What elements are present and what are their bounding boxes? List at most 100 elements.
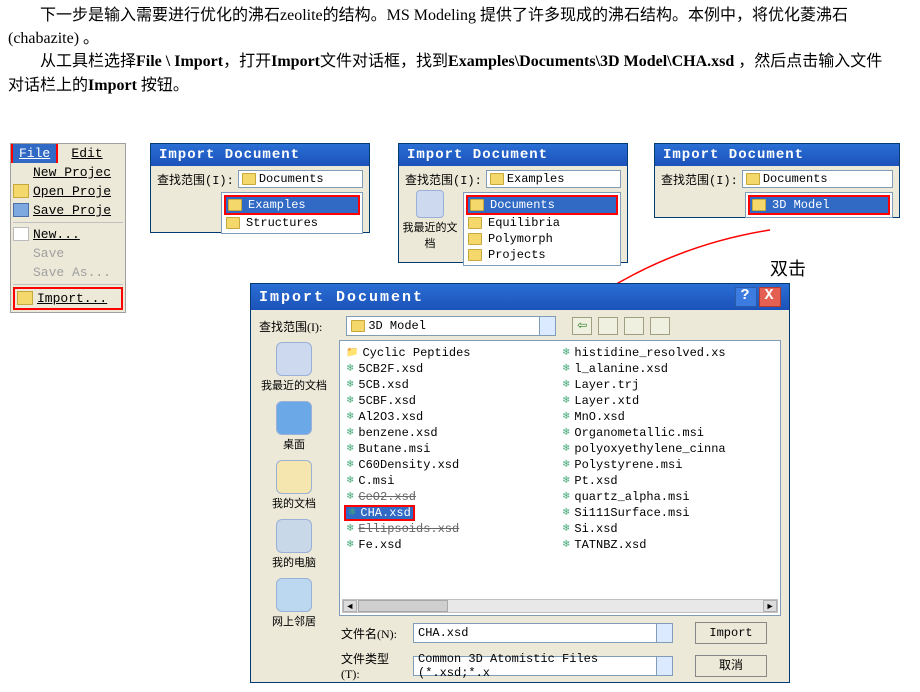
intro-paragraph-1: 下一步是输入需要进行优化的沸石zeolite的结构。MS Modeling 提供… xyxy=(0,0,920,50)
lookin-label: 查找范围(I): xyxy=(157,171,234,188)
filetype-select[interactable]: Common 3D Atomistic Files (*.xsd;*.x xyxy=(413,656,673,676)
file-item[interactable]: quartz_alpha.msi xyxy=(560,489,776,505)
file-item[interactable]: Layer.trj xyxy=(560,377,776,393)
file-item[interactable]: 5CBF.xsd xyxy=(344,393,560,409)
menu-item-save: Save xyxy=(11,244,125,263)
desktop-icon xyxy=(276,401,312,435)
folder-icon xyxy=(468,233,482,245)
file-item[interactable]: CeO2.xsd xyxy=(344,489,560,505)
lookin-combo[interactable]: Documents xyxy=(238,170,363,188)
menu-file[interactable]: File xyxy=(13,144,56,163)
file-list[interactable]: Cyclic Peptides5CB2F.xsd5CB.xsd5CBF.xsdA… xyxy=(339,340,781,616)
import-panel-3: Import Document 查找范围(I): Documents 3D Mo… xyxy=(654,143,900,218)
filetype-label: 文件类型(T): xyxy=(341,650,405,682)
folder-icon xyxy=(468,249,482,261)
file-item[interactable]: Butane.msi xyxy=(344,441,560,457)
close-button[interactable]: X xyxy=(759,287,781,307)
sidebar-mydocs[interactable]: 我的文档 xyxy=(253,460,335,511)
scroll-right-icon[interactable]: ► xyxy=(763,600,777,612)
folder-item[interactable]: Cyclic Peptides xyxy=(344,345,560,361)
sidebar-mycomputer[interactable]: 我的电脑 xyxy=(253,519,335,570)
file-item[interactable]: l_alanine.xsd xyxy=(560,361,776,377)
file-item[interactable]: Si.xsd xyxy=(560,521,776,537)
intro-paragraph-2: 从工具栏选择File \ Import，打开Import文件对话框，找到Exam… xyxy=(0,50,920,96)
list-item[interactable]: Projects xyxy=(466,247,618,263)
file-menu: File Edit New Projec Open Proje Save Pro… xyxy=(10,143,126,313)
file-item[interactable]: polyoxyethylene_cinna xyxy=(560,441,776,457)
list-item[interactable]: Equilibria xyxy=(466,215,618,231)
menu-item-import[interactable]: Import... xyxy=(13,287,123,310)
list-item[interactable]: Examples xyxy=(224,195,360,215)
menu-item-open-project[interactable]: Open Proje xyxy=(11,182,125,201)
lookin-combo[interactable]: 3D Model xyxy=(346,316,556,336)
chevron-down-icon[interactable] xyxy=(539,317,555,335)
menu-item-save-as: Save As... xyxy=(11,263,125,282)
file-icon xyxy=(346,536,356,554)
sidebar-recent[interactable]: 我最近的文档 xyxy=(253,342,335,393)
import-button[interactable]: Import xyxy=(695,622,767,644)
file-item[interactable]: Pt.xsd xyxy=(560,473,776,489)
chevron-down-icon[interactable] xyxy=(656,624,672,642)
folder-icon xyxy=(468,217,482,229)
save-icon xyxy=(13,203,29,217)
file-item[interactable]: Organometallic.msi xyxy=(560,425,776,441)
file-item[interactable]: 5CB.xsd xyxy=(344,377,560,393)
folder-icon xyxy=(752,199,766,211)
file-item[interactable]: 5CB2F.xsd xyxy=(344,361,560,377)
sidebar-desktop[interactable]: 桌面 xyxy=(253,401,335,452)
folder-icon xyxy=(226,217,240,229)
sidebar-network[interactable]: 网上邻居 xyxy=(253,578,335,629)
file-item[interactable]: Si111Surface.msi xyxy=(560,505,776,521)
sidebar-recent[interactable]: 我最近的文档 xyxy=(399,190,461,268)
folder-icon xyxy=(351,320,365,332)
up-icon[interactable] xyxy=(598,317,618,335)
folder-icon xyxy=(228,199,242,211)
folder-icon xyxy=(490,173,504,185)
lookin-label: 查找范围(I): xyxy=(405,171,482,188)
file-item[interactable]: Fe.xsd xyxy=(344,537,560,553)
help-button[interactable]: ? xyxy=(735,287,757,307)
dialog-title: Import Document xyxy=(259,289,424,306)
lookin-combo[interactable]: Documents xyxy=(742,170,893,188)
file-item[interactable]: TATNBZ.xsd xyxy=(560,537,776,553)
panel-title: Import Document xyxy=(151,144,369,166)
cancel-button[interactable]: 取消 xyxy=(695,655,767,677)
list-item[interactable]: Structures xyxy=(224,215,360,231)
folder-icon xyxy=(746,173,760,185)
file-item[interactable]: Al2O3.xsd xyxy=(344,409,560,425)
chevron-down-icon[interactable] xyxy=(656,657,672,675)
view-icon[interactable] xyxy=(650,317,670,335)
file-item[interactable]: benzene.xsd xyxy=(344,425,560,441)
file-item[interactable]: Polystyrene.msi xyxy=(560,457,776,473)
scroll-thumb[interactable] xyxy=(358,600,448,612)
horizontal-scrollbar[interactable]: ◄ ► xyxy=(342,599,778,613)
lookin-combo[interactable]: Examples xyxy=(486,170,621,188)
file-item[interactable]: MnO.xsd xyxy=(560,409,776,425)
list-item[interactable]: Documents xyxy=(466,195,618,215)
file-item[interactable]: C.msi xyxy=(344,473,560,489)
file-item[interactable]: Layer.xtd xyxy=(560,393,776,409)
import-dialog: Import Document ? X 查找范围(I): 3D Model ⇦ … xyxy=(250,283,790,683)
file-item[interactable]: C60Density.xsd xyxy=(344,457,560,473)
filename-input[interactable]: CHA.xsd xyxy=(413,623,673,643)
menu-edit[interactable]: Edit xyxy=(65,144,108,163)
double-click-label: 双击 xyxy=(770,255,806,281)
scroll-left-icon[interactable]: ◄ xyxy=(343,600,357,612)
file-item[interactable]: CHA.xsd xyxy=(344,505,415,521)
import-icon xyxy=(17,291,33,305)
menu-item-new-project[interactable]: New Projec xyxy=(11,163,125,182)
places-sidebar: 我最近的文档 桌面 我的文档 我的电脑 网上邻居 xyxy=(251,338,337,618)
file-item[interactable]: Ellipsoids.xsd xyxy=(344,521,560,537)
new-folder-icon[interactable] xyxy=(624,317,644,335)
list-item[interactable]: 3D Model xyxy=(748,195,890,215)
file-item[interactable]: histidine_resolved.xs xyxy=(560,345,776,361)
lookin-label: 查找范围(I): xyxy=(259,318,322,335)
mydocs-icon xyxy=(276,460,312,494)
recent-icon xyxy=(276,342,312,376)
list-item[interactable]: Polymorph xyxy=(466,231,618,247)
menu-item-save-project[interactable]: Save Proje xyxy=(11,201,125,220)
lookin-label: 查找范围(I): xyxy=(661,171,738,188)
back-icon[interactable]: ⇦ xyxy=(572,317,592,335)
menu-item-new[interactable]: New... xyxy=(11,225,125,244)
computer-icon xyxy=(276,519,312,553)
